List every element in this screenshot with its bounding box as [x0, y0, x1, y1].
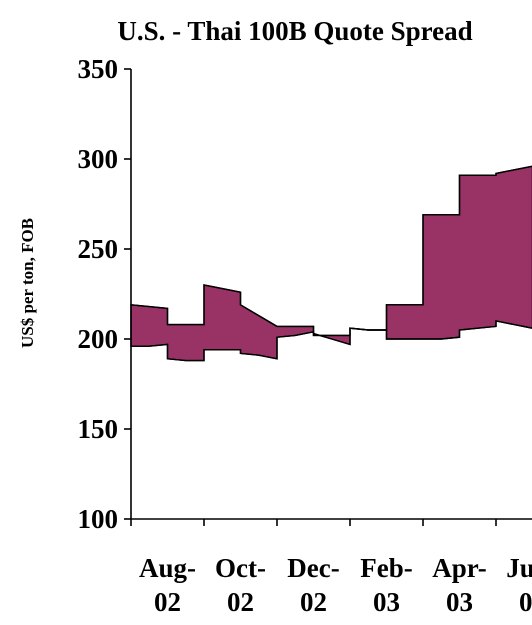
x-tick-label-line1: Dec-: [287, 553, 339, 583]
x-tick-label: Oct- 02: [215, 553, 266, 617]
x-tick-label-line1: Jun-: [506, 553, 532, 583]
chart-title: U.S. - Thai 100B Quote Spread: [117, 16, 472, 46]
y-tick-label: 350: [78, 54, 119, 84]
x-tick-label-line2: 03: [446, 587, 473, 617]
x-tick-label-line2: 02: [300, 587, 327, 617]
x-tick-label: Dec- 02: [287, 553, 339, 617]
x-tick-label-line1: Oct-: [215, 553, 266, 583]
series-line-2: [131, 320, 532, 362]
x-tick-label: Aug- 02: [139, 553, 196, 617]
y-axis: 100 150 200 250 300 350: [78, 54, 132, 534]
x-tick-label: Apr- 03: [432, 553, 487, 617]
y-tick-label: 300: [78, 144, 119, 174]
x-tick-label-line1: Feb-: [360, 553, 412, 583]
x-tick-label-line1: Apr-: [432, 553, 487, 583]
x-tick-label-line1: Aug-: [139, 553, 196, 583]
spread-area: [130, 165, 532, 362]
x-tick-label: Feb- 03: [360, 553, 412, 617]
series-line-1: [130, 165, 532, 337]
y-tick-label: 200: [78, 324, 119, 354]
x-tick-label-line2: 03: [519, 587, 532, 617]
y-axis-label: US$ per ton, FOB: [18, 218, 37, 348]
x-tick-label-line2: 03: [373, 587, 400, 617]
plot-area: [130, 165, 532, 362]
x-tick-label: Jun- 03: [506, 553, 532, 617]
y-tick-label: 150: [78, 414, 119, 444]
x-tick-label-line2: 02: [227, 587, 254, 617]
x-tick-label-line2: 02: [154, 587, 181, 617]
y-tick-label: 250: [78, 234, 119, 264]
x-axis: Aug- 02 Oct- 02 Dec- 02 Feb- 03 Apr- 03 Jun- 03: [130, 518, 532, 617]
y-tick-label: 100: [78, 504, 119, 534]
